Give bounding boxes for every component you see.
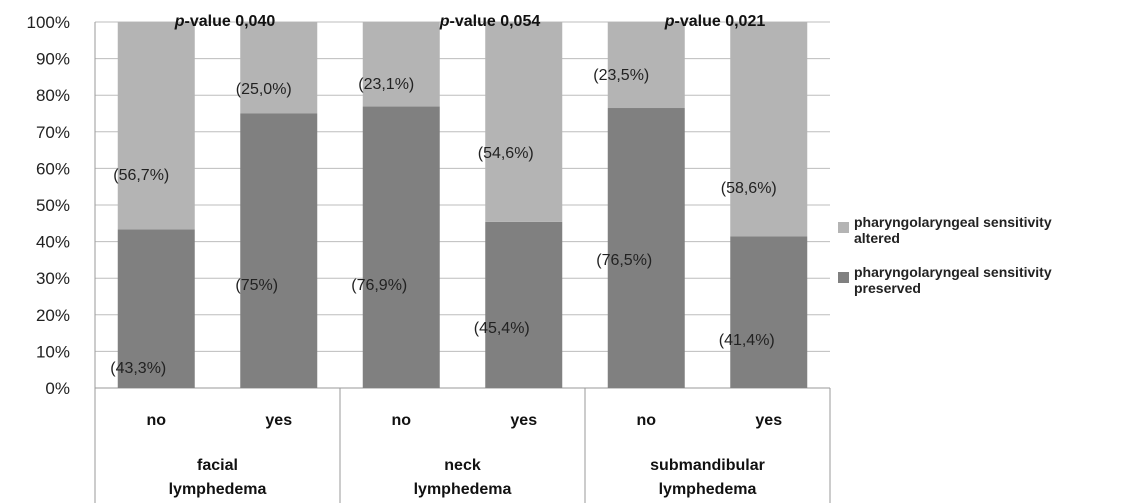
legend-label: pharyngolaryngeal sensitivity <box>854 264 1052 280</box>
bar-segment <box>240 22 318 114</box>
data-label: (43,3%) <box>110 360 166 377</box>
legend-label: pharyngolaryngeal sensitivity <box>854 214 1052 230</box>
y-tick-label: 0% <box>45 379 70 398</box>
data-label: (45,4%) <box>474 320 530 337</box>
y-tick-label: 50% <box>36 196 70 215</box>
bar-segment <box>607 108 685 388</box>
bar-segment <box>117 229 195 388</box>
x-category-label: yes <box>510 412 537 429</box>
x-category-label: yes <box>755 412 782 429</box>
data-label: (23,1%) <box>358 76 414 93</box>
data-label: (54,6%) <box>478 145 534 162</box>
x-category-label: no <box>391 412 411 429</box>
legend-swatch <box>838 222 849 233</box>
y-tick-label: 20% <box>36 306 70 325</box>
p-value-annotation: p-value 0,040 <box>174 13 276 30</box>
bar-segment <box>240 113 318 388</box>
y-tick-label: 30% <box>36 269 70 288</box>
bar-segment <box>607 22 685 109</box>
data-label: (23,5%) <box>593 67 649 84</box>
bar-segment <box>485 22 563 222</box>
p-value-annotation: p-value 0,054 <box>439 13 541 30</box>
x-group-label: neck lymphedema <box>414 457 512 498</box>
legend-label: preserved <box>854 280 921 296</box>
data-label: (76,5%) <box>596 252 652 269</box>
y-tick-label: 80% <box>36 86 70 105</box>
bar-segment <box>362 106 440 389</box>
legend-swatch <box>838 272 849 283</box>
x-category-label: no <box>636 412 656 429</box>
legend-label: altered <box>854 230 900 246</box>
y-tick-label: 90% <box>36 50 70 69</box>
bar-segment <box>730 22 808 237</box>
y-tick-label: 60% <box>36 159 70 178</box>
y-tick-label: 100% <box>27 13 70 32</box>
bar-segment <box>117 22 195 230</box>
y-tick-label: 70% <box>36 123 70 142</box>
bar-segment <box>730 236 808 388</box>
data-label: (41,4%) <box>719 332 775 349</box>
data-label: (25,0%) <box>236 81 292 98</box>
bar-segment <box>362 22 440 107</box>
x-category-label: no <box>146 412 166 429</box>
y-tick-label: 40% <box>36 233 70 252</box>
data-label: (58,6%) <box>721 180 777 197</box>
y-tick-label: 10% <box>36 342 70 361</box>
bar-segment <box>485 221 563 388</box>
data-label: (56,7%) <box>113 167 169 184</box>
data-label: (75%) <box>235 277 278 294</box>
x-group-label: submandibular lymphedema <box>650 457 765 498</box>
data-label: (76,9%) <box>351 277 407 294</box>
x-group-label: facial lymphedema <box>169 457 267 498</box>
x-category-label: yes <box>265 412 292 429</box>
p-value-annotation: p-value 0,021 <box>664 13 766 30</box>
